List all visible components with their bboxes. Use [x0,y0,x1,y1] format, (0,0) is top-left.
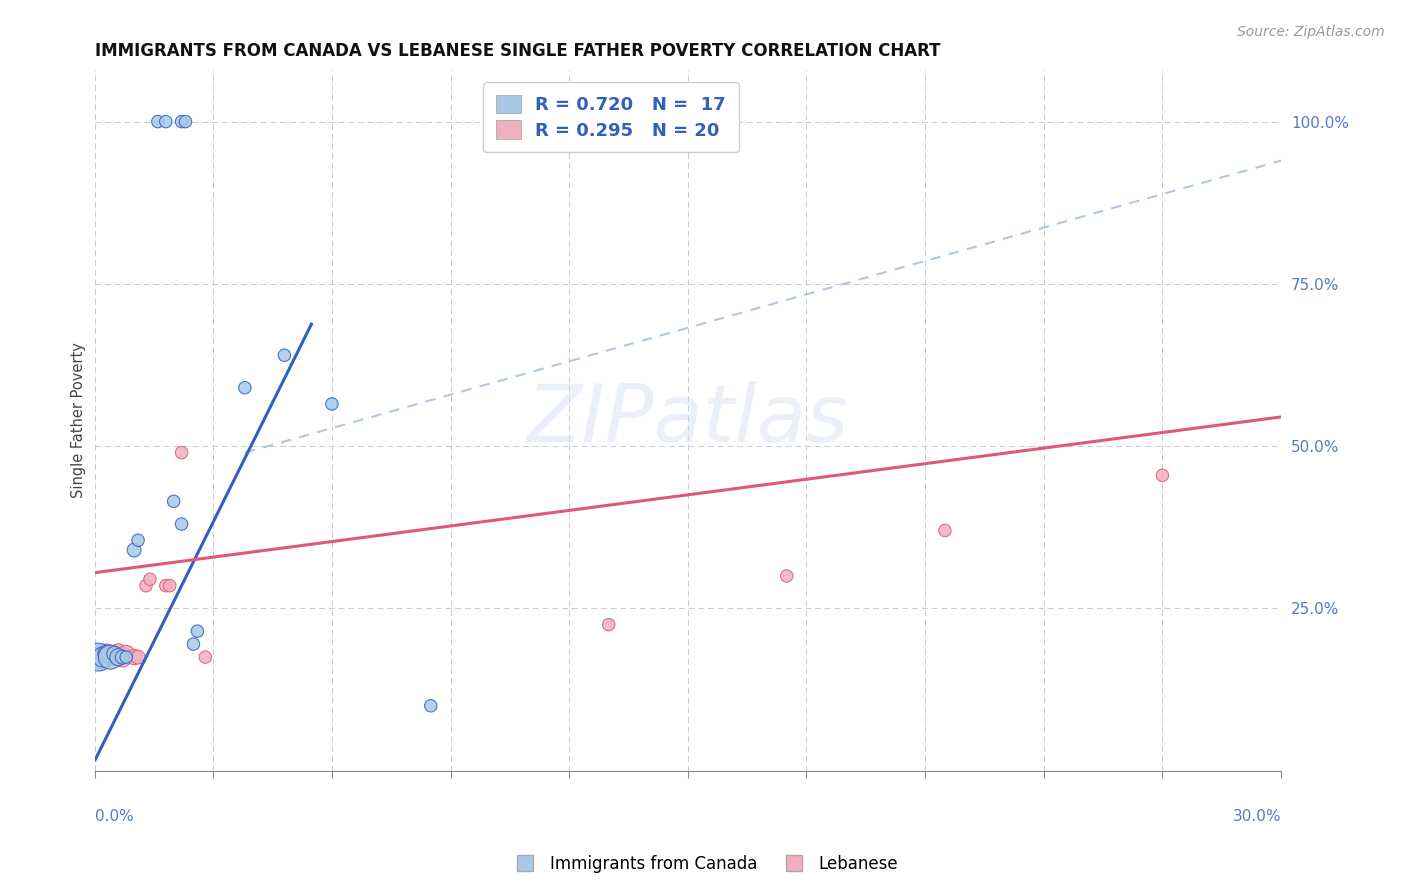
Point [419,698,441,713]
Point [115,647,138,661]
Point [321,397,343,411]
Legend: R = 0.720   N =  17, R = 0.295   N = 20: R = 0.720 N = 17, R = 0.295 N = 20 [482,82,738,153]
Point [107,643,129,657]
Point [273,348,295,362]
Point [146,114,169,128]
Point [170,516,193,531]
Point [91,650,114,665]
Point [103,650,125,665]
Point [115,650,138,665]
Point [186,624,208,639]
Point [87,650,110,665]
Point [558,114,581,128]
Point [174,114,197,128]
Point [127,533,149,548]
Point [163,494,186,508]
Point [170,445,193,459]
Point [1152,468,1174,483]
Point [170,114,193,128]
Point [100,650,122,665]
Point [598,617,620,632]
Point [96,647,118,661]
Point [96,647,118,661]
Legend: Immigrants from Canada, Lebanese: Immigrants from Canada, Lebanese [501,848,905,880]
Point [127,650,149,665]
Text: ZIPatlas: ZIPatlas [527,381,849,459]
Text: IMMIGRANTS FROM CANADA VS LEBANESE SINGLE FATHER POVERTY CORRELATION CHART: IMMIGRANTS FROM CANADA VS LEBANESE SINGL… [94,42,941,60]
Point [122,650,145,665]
Point [100,650,122,665]
Point [934,524,956,538]
Point [139,572,162,586]
Point [107,650,129,665]
Point [111,650,134,665]
Y-axis label: Single Father Poverty: Single Father Poverty [72,343,86,498]
Point [159,579,181,593]
Point [776,569,799,583]
Point [122,543,145,558]
Point [194,650,217,665]
Text: 30.0%: 30.0% [1233,809,1281,824]
Point [183,637,205,651]
Point [91,650,114,665]
Text: 0.0%: 0.0% [94,809,134,824]
Point [135,579,157,593]
Point [155,579,177,593]
Point [111,650,134,665]
Point [233,381,256,395]
Point [103,647,125,661]
Text: Source: ZipAtlas.com: Source: ZipAtlas.com [1237,25,1385,39]
Point [155,114,177,128]
